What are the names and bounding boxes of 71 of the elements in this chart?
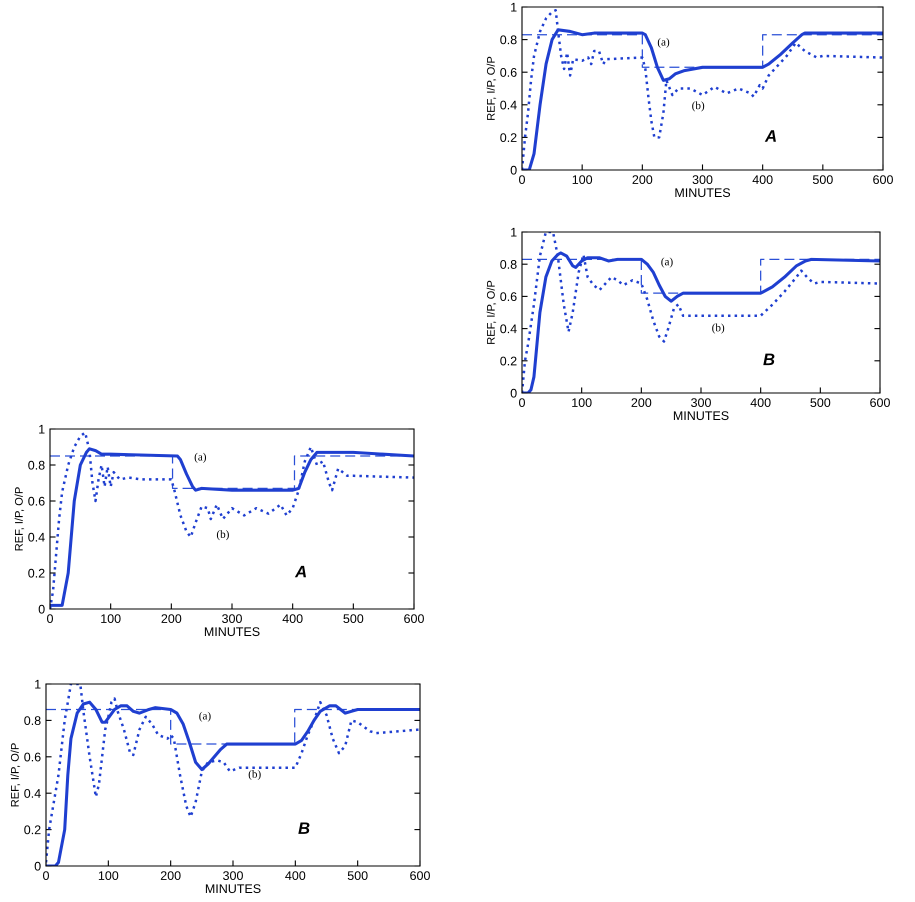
x-tick-label: 600	[404, 614, 424, 624]
x-tick-label: 200	[160, 871, 181, 880]
y-tick-label: 0.4	[500, 100, 517, 110]
x-tick-label: 600	[870, 398, 890, 408]
annotation: (a)	[194, 452, 206, 463]
y-tick-label: 1	[511, 228, 517, 237]
x-tick-label: 100	[572, 175, 592, 184]
y-tick-label: 1	[39, 424, 45, 434]
x-tick-label: 100	[101, 614, 121, 624]
x-axis-title: MINUTES	[204, 627, 260, 636]
annotation: A	[764, 130, 776, 142]
y-tick-label: 0.6	[500, 68, 517, 77]
y-tick-label: 0	[510, 388, 517, 398]
x-tick-label: 0	[519, 175, 525, 184]
annotation: B	[763, 354, 774, 366]
x-tick-label: 500	[810, 398, 830, 408]
x-tick-label: 400	[750, 398, 771, 408]
y-axis-title: REF, I/P, O/P	[10, 743, 20, 806]
y-tick-label: 0.2	[24, 825, 41, 834]
y-tick-label: 0	[34, 862, 41, 871]
y-tick-label: 0	[510, 166, 517, 175]
annotation: (a)	[661, 258, 673, 268]
y-tick-label: 0.6	[24, 752, 41, 762]
y-axis-title: REF, I/P, O/P	[486, 280, 496, 344]
x-tick-label: 300	[691, 398, 711, 408]
y-tick-label: 1	[511, 2, 517, 12]
x-tick-label: 600	[873, 175, 893, 184]
x-axis-title: MINUTES	[206, 884, 261, 894]
x-tick-label: 600	[410, 871, 430, 880]
y-axis-title: REF, I/P, O/P	[486, 56, 496, 120]
x-tick-label: 500	[348, 871, 368, 880]
x-tick-label: 400	[285, 871, 306, 880]
x-tick-label: 400	[282, 614, 303, 624]
y-tick-label: 0.6	[28, 496, 45, 506]
x-tick-label: 200	[162, 614, 182, 624]
x-tick-label: 300	[692, 175, 712, 184]
y-tick-label: 0.2	[500, 356, 517, 366]
x-tick-label: 300	[222, 614, 242, 624]
annotation: (a)	[658, 38, 670, 48]
x-tick-label: 300	[223, 871, 243, 880]
y-axis-title: REF, I/P, O/P	[14, 487, 24, 550]
x-axis-title: MINUTES	[675, 188, 730, 198]
annotation: A	[294, 566, 306, 578]
y-tick-label: 0.2	[500, 133, 517, 142]
y-tick-label: 0.6	[500, 292, 517, 302]
x-tick-label: 200	[632, 175, 652, 184]
x-tick-label: 0	[47, 614, 53, 624]
y-tick-label: 0.8	[500, 35, 517, 44]
x-tick-label: 400	[752, 175, 773, 184]
x-axis-title: MINUTES	[674, 411, 729, 420]
annotation: (b)	[216, 530, 229, 540]
y-tick-label: 0.8	[24, 716, 41, 726]
x-tick-label: 100	[98, 871, 118, 880]
x-tick-label: 100	[572, 398, 592, 408]
annotation: B	[298, 822, 310, 834]
y-tick-label: 0.4	[500, 324, 517, 334]
annotation: (a)	[199, 712, 211, 722]
y-tick-label: 0	[38, 604, 45, 614]
annotation: (b)	[712, 324, 724, 334]
y-tick-label: 0.2	[28, 568, 45, 578]
x-tick-label: 500	[343, 614, 364, 624]
x-tick-label: 0	[519, 398, 525, 408]
x-tick-label: 200	[632, 398, 652, 408]
y-tick-label: 1	[35, 680, 41, 689]
y-tick-label: 0.4	[24, 789, 41, 798]
x-tick-label: 500	[812, 175, 833, 184]
y-tick-label: 0.8	[28, 460, 45, 470]
y-tick-label: 0.8	[500, 260, 517, 269]
annotation: (b)	[248, 770, 261, 780]
y-tick-label: 0.4	[28, 532, 45, 542]
annotation: (b)	[692, 101, 704, 112]
